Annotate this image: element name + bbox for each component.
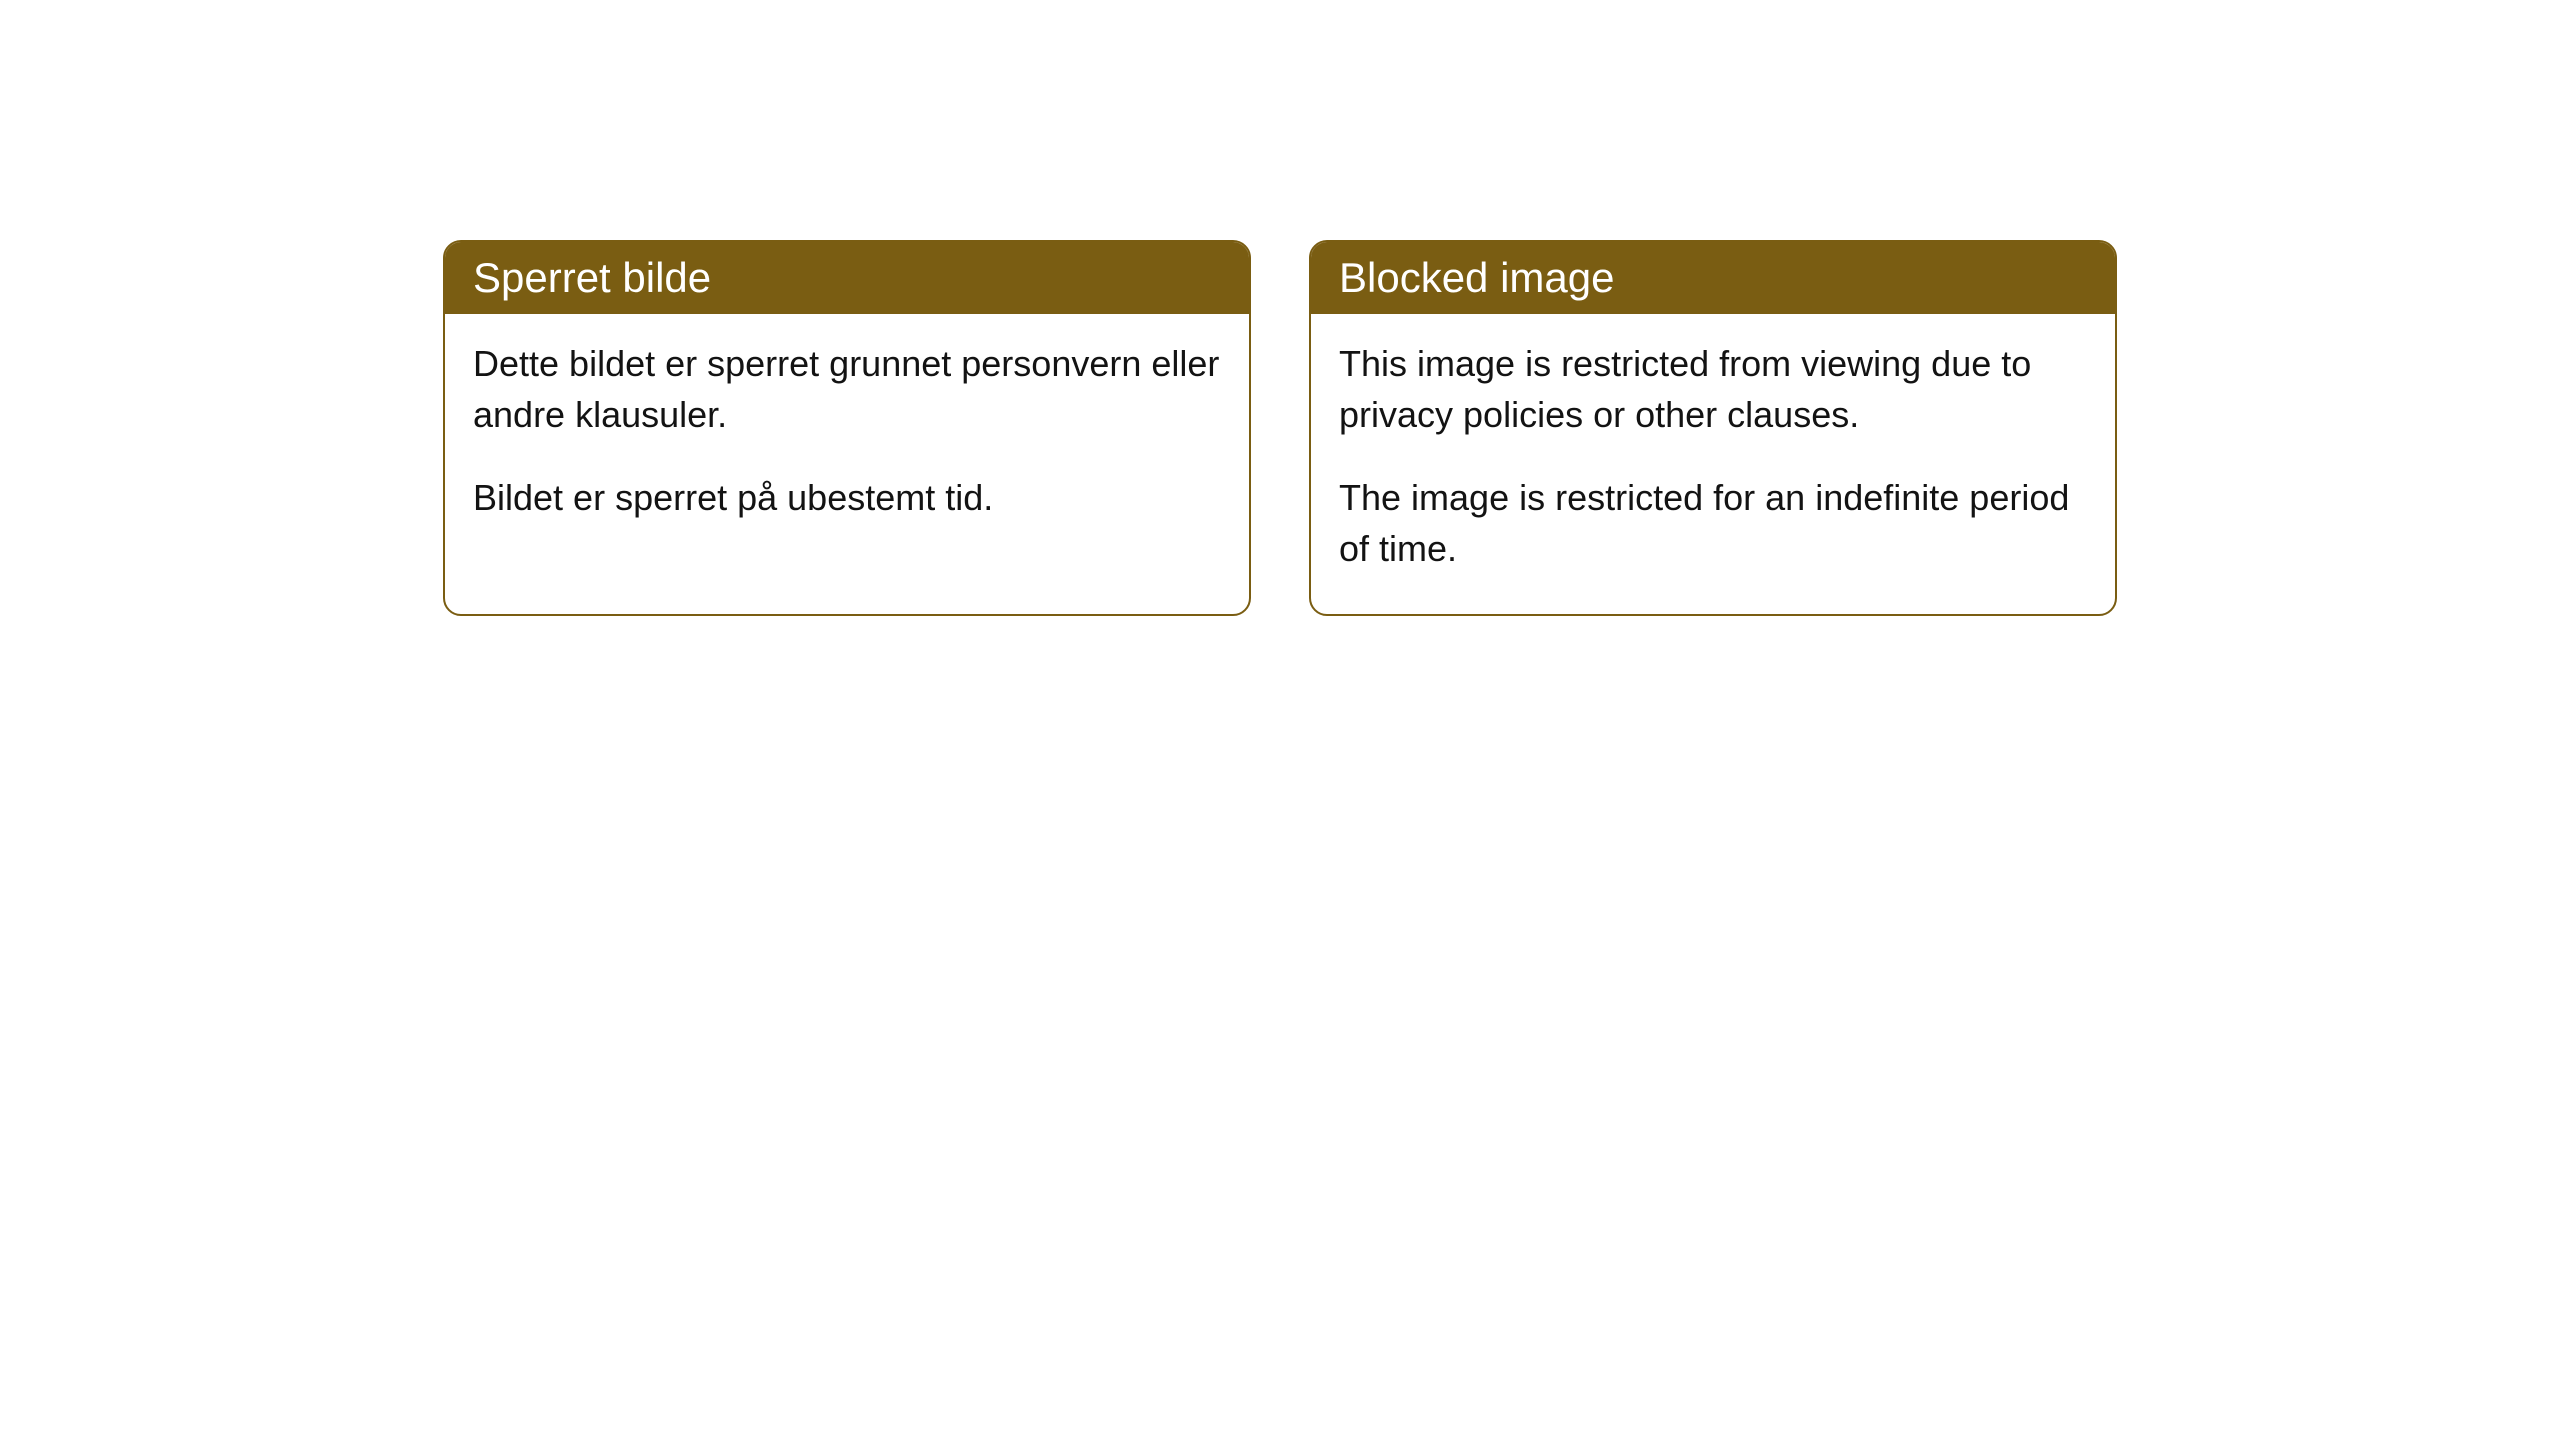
notice-card-english: Blocked image This image is restricted f… bbox=[1309, 240, 2117, 616]
card-title: Blocked image bbox=[1339, 254, 1614, 301]
card-body: Dette bildet er sperret grunnet personve… bbox=[445, 314, 1249, 563]
notice-cards-container: Sperret bilde Dette bildet er sperret gr… bbox=[443, 240, 2117, 616]
notice-card-norwegian: Sperret bilde Dette bildet er sperret gr… bbox=[443, 240, 1251, 616]
card-header: Blocked image bbox=[1311, 242, 2115, 314]
card-title: Sperret bilde bbox=[473, 254, 711, 301]
card-paragraph-1: Dette bildet er sperret grunnet personve… bbox=[473, 338, 1221, 440]
card-paragraph-2: Bildet er sperret på ubestemt tid. bbox=[473, 472, 1221, 523]
card-header: Sperret bilde bbox=[445, 242, 1249, 314]
card-body: This image is restricted from viewing du… bbox=[1311, 314, 2115, 614]
card-paragraph-2: The image is restricted for an indefinit… bbox=[1339, 472, 2087, 574]
card-paragraph-1: This image is restricted from viewing du… bbox=[1339, 338, 2087, 440]
